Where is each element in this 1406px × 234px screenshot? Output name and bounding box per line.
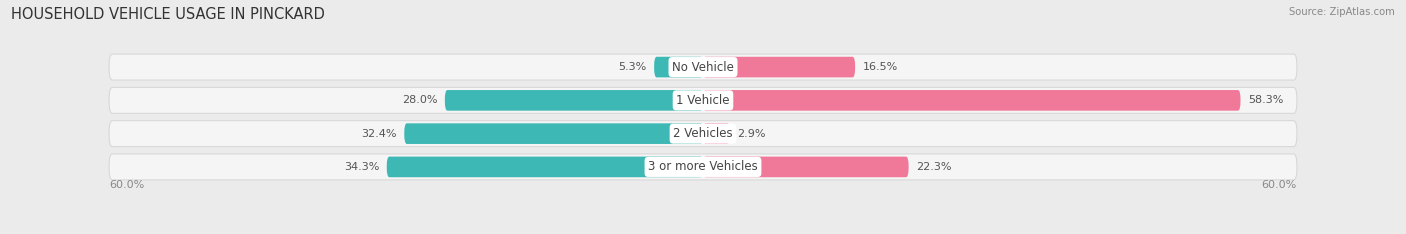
- Text: 60.0%: 60.0%: [1261, 179, 1296, 190]
- Text: 22.3%: 22.3%: [915, 162, 952, 172]
- Text: 34.3%: 34.3%: [344, 162, 380, 172]
- Text: 32.4%: 32.4%: [361, 129, 396, 139]
- FancyBboxPatch shape: [387, 157, 703, 177]
- FancyBboxPatch shape: [444, 90, 703, 111]
- Text: 28.0%: 28.0%: [402, 95, 437, 105]
- Text: HOUSEHOLD VEHICLE USAGE IN PINCKARD: HOUSEHOLD VEHICLE USAGE IN PINCKARD: [11, 7, 325, 22]
- Text: 2 Vehicles: 2 Vehicles: [673, 127, 733, 140]
- FancyBboxPatch shape: [405, 123, 703, 144]
- Text: No Vehicle: No Vehicle: [672, 61, 734, 73]
- FancyBboxPatch shape: [110, 87, 1296, 113]
- FancyBboxPatch shape: [703, 123, 730, 144]
- Text: Source: ZipAtlas.com: Source: ZipAtlas.com: [1289, 7, 1395, 17]
- FancyBboxPatch shape: [703, 157, 908, 177]
- Text: 3 or more Vehicles: 3 or more Vehicles: [648, 161, 758, 173]
- FancyBboxPatch shape: [110, 54, 1296, 80]
- Text: 58.3%: 58.3%: [1249, 95, 1284, 105]
- Text: 2.9%: 2.9%: [737, 129, 766, 139]
- Text: 60.0%: 60.0%: [110, 179, 145, 190]
- FancyBboxPatch shape: [654, 57, 703, 77]
- Text: 1 Vehicle: 1 Vehicle: [676, 94, 730, 107]
- FancyBboxPatch shape: [703, 90, 1240, 111]
- FancyBboxPatch shape: [703, 57, 855, 77]
- Text: 5.3%: 5.3%: [619, 62, 647, 72]
- FancyBboxPatch shape: [110, 121, 1296, 147]
- Text: 16.5%: 16.5%: [862, 62, 898, 72]
- FancyBboxPatch shape: [110, 154, 1296, 180]
